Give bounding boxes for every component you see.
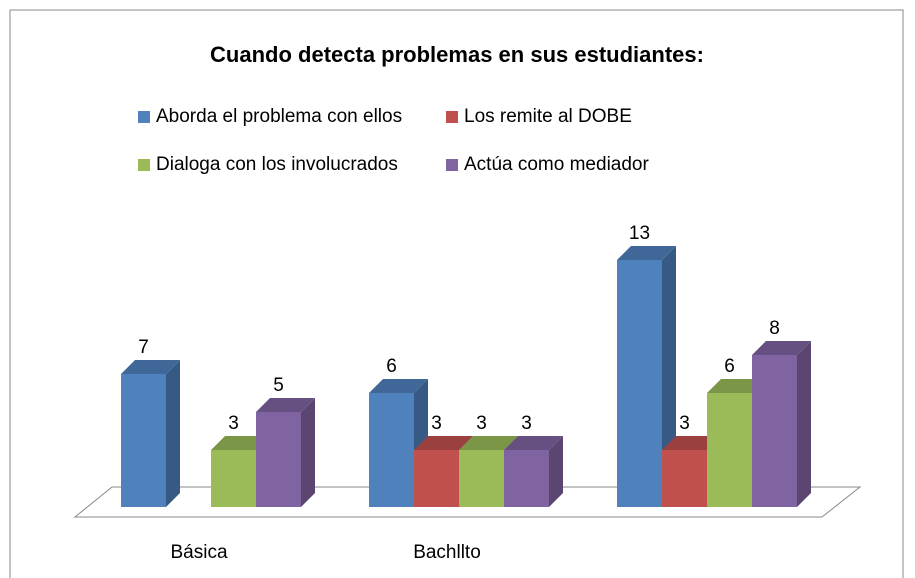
bar-side xyxy=(797,341,811,507)
bar xyxy=(504,436,563,507)
bar-side xyxy=(301,398,315,507)
bar-front xyxy=(369,393,414,507)
bar-top xyxy=(752,341,811,355)
x-tick-label: Básica xyxy=(170,542,227,563)
bar xyxy=(752,341,811,507)
data-label: 5 xyxy=(273,375,284,396)
data-label: 3 xyxy=(431,413,442,434)
legend-label: Dialoga con los involucrados xyxy=(156,154,398,175)
bar-top xyxy=(369,379,428,393)
bar-front xyxy=(414,450,459,507)
bar-top xyxy=(211,436,270,450)
bar-front xyxy=(662,450,707,507)
bar-top xyxy=(459,436,518,450)
bar-top xyxy=(662,436,721,450)
chart-title: Cuando detecta problemas en sus estudian… xyxy=(210,42,704,67)
bar-front xyxy=(707,393,752,507)
bar-front xyxy=(617,260,662,507)
data-label: 7 xyxy=(138,337,149,358)
bar-front xyxy=(504,450,549,507)
x-tick-label: Bachllto xyxy=(413,542,481,563)
legend-swatch xyxy=(446,159,458,171)
legend-label: Los remite al DOBE xyxy=(464,106,632,127)
bar-front xyxy=(121,374,166,507)
legend-swatch xyxy=(446,111,458,123)
data-label: 3 xyxy=(521,413,532,434)
bar-front xyxy=(211,450,256,507)
legend-swatch xyxy=(138,111,150,123)
bar-front xyxy=(256,412,301,507)
bar-side xyxy=(549,436,563,507)
legend-swatch xyxy=(138,159,150,171)
data-label: 3 xyxy=(679,413,690,434)
bar-top xyxy=(256,398,315,412)
data-label: 6 xyxy=(724,356,735,377)
data-label: 8 xyxy=(769,318,780,339)
bar xyxy=(617,246,676,507)
bar-side xyxy=(166,360,180,507)
data-label: 6 xyxy=(386,356,397,377)
bar-top xyxy=(414,436,473,450)
bar xyxy=(121,360,180,507)
bar-top xyxy=(707,379,766,393)
data-label: 3 xyxy=(228,413,239,434)
bar xyxy=(256,398,315,507)
data-label: 13 xyxy=(629,223,650,244)
bar-top xyxy=(617,246,676,260)
bar-front xyxy=(459,450,504,507)
legend-label: Actúa como mediador xyxy=(464,154,649,175)
data-label: 3 xyxy=(476,413,487,434)
bar-top xyxy=(121,360,180,374)
bar-front xyxy=(752,355,797,507)
bar-top xyxy=(504,436,563,450)
legend-label: Aborda el problema con ellos xyxy=(156,106,402,127)
